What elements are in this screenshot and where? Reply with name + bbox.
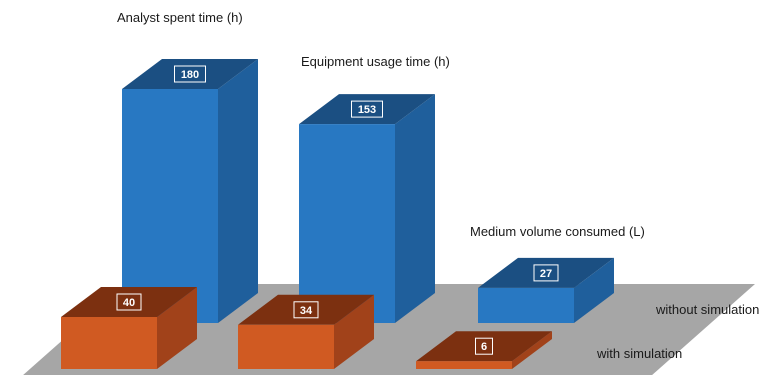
bar-side	[157, 287, 197, 369]
bar-side	[574, 257, 614, 323]
category-label-analyst: Analyst spent time (h)	[117, 10, 243, 25]
bar-top	[61, 287, 197, 317]
bar-front	[61, 317, 157, 369]
bar-front	[238, 324, 334, 369]
bar-side	[334, 294, 374, 369]
bar-side	[395, 94, 435, 323]
bar-with-analyst: 40	[61, 287, 197, 369]
labels: Analyst spent time (h) Equipment usage t…	[117, 10, 759, 361]
value-label: 27	[540, 268, 552, 280]
bar-top	[478, 257, 614, 288]
value-label-box	[351, 100, 383, 118]
bar-with-medium: 6	[416, 331, 552, 369]
bar-without-equipment: 153	[299, 94, 435, 323]
bar-top	[238, 294, 374, 325]
bar-side	[512, 331, 552, 369]
bar-side	[218, 59, 258, 323]
bar-without-medium: 27	[478, 257, 614, 323]
bar-front	[299, 124, 395, 323]
bar-front	[122, 89, 218, 323]
value-label: 40	[123, 297, 135, 309]
series-label-without: without simulation	[655, 302, 759, 317]
value-label-box	[533, 264, 559, 282]
value-label-box	[174, 65, 206, 83]
bar-top	[416, 331, 552, 362]
value-label-box	[475, 337, 493, 355]
bar-front	[478, 287, 574, 323]
value-label: 153	[358, 104, 376, 116]
bar-with-equipment: 34	[238, 294, 374, 369]
series-label-with: with simulation	[596, 346, 682, 361]
category-label-medium: Medium volume consumed (L)	[470, 224, 645, 239]
bar-front	[416, 361, 512, 369]
category-label-equipment: Equipment usage time (h)	[301, 54, 450, 69]
value-label: 6	[481, 341, 487, 353]
value-label-box	[116, 293, 142, 311]
value-label: 180	[181, 69, 199, 81]
value-label-box	[293, 301, 319, 319]
bar-top	[122, 59, 258, 89]
bar-without-analyst: 180	[122, 59, 258, 323]
value-label: 34	[300, 305, 313, 317]
bars: 180 153 27 40 34 6	[61, 59, 614, 369]
bar-top	[299, 94, 435, 125]
